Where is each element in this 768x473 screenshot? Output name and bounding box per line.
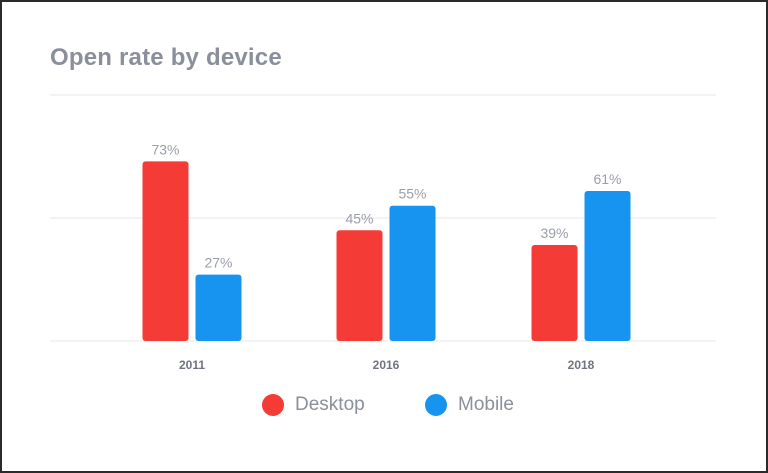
x-tick-label-2016: 2016 — [373, 358, 400, 372]
bar-desktop-2016 — [336, 230, 383, 341]
x-tick-label-2011: 2011 — [179, 358, 205, 372]
bar-mobile-2011 — [195, 274, 242, 341]
legend-label-desktop: Desktop — [295, 394, 365, 415]
data-label-mobile-2018: 61% — [593, 171, 621, 187]
bar-mobile-2016 — [389, 205, 436, 341]
data-label-desktop-2011: 73% — [151, 141, 179, 157]
data-label-desktop-2016: 45% — [345, 210, 373, 226]
bar-desktop-2011 — [142, 161, 189, 341]
legend-item-desktop[interactable]: Desktop — [262, 394, 365, 416]
data-label-desktop-2018: 39% — [540, 225, 568, 241]
legend-swatch-mobile — [425, 394, 447, 416]
chart-title: Open rate by device — [50, 44, 282, 71]
data-label-mobile-2011: 27% — [204, 255, 232, 271]
data-label-mobile-2016: 55% — [398, 186, 426, 202]
x-tick-label-2018: 2018 — [568, 358, 595, 372]
legend-item-mobile[interactable]: Mobile — [425, 394, 514, 416]
bar-desktop-2018 — [531, 245, 578, 341]
chart-legend: Desktop Mobile — [0, 394, 768, 424]
bar-mobile-2018 — [584, 190, 631, 341]
legend-swatch-desktop — [262, 394, 284, 416]
legend-label-mobile: Mobile — [458, 394, 514, 415]
